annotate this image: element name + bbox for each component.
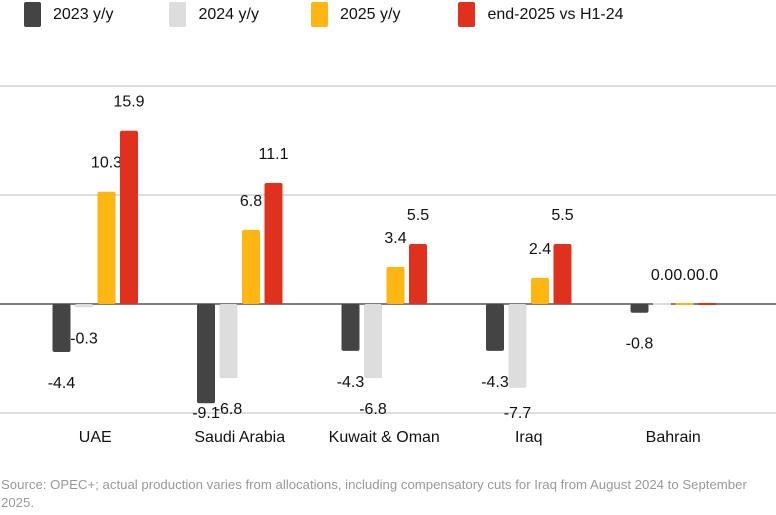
data-label: -4.3 — [481, 374, 509, 391]
bar — [364, 304, 382, 379]
legend-swatch — [24, 2, 41, 27]
legend-label: 2025 y/y — [339, 5, 401, 23]
bar — [675, 303, 694, 305]
legend-label: 2024 y/y — [198, 5, 259, 23]
legend-item: 2023 y/y — [24, 2, 145, 27]
bar — [264, 183, 283, 304]
legend-label: 2023 y/y — [53, 5, 114, 23]
bar — [120, 130, 138, 304]
data-label: 6.8 — [240, 193, 262, 210]
data-label: 2.4 — [529, 241, 551, 258]
category-label: Kuwait & Oman — [329, 429, 440, 446]
data-label: -6.8 — [359, 401, 387, 418]
bar — [409, 244, 427, 304]
source-note: Source: OPEC+; actual production varies … — [1, 477, 747, 510]
legend-label: end-2025 vs H1-24 — [487, 5, 624, 23]
legend: 2023 y/y 2024 y/y 2025 y/y end-2025 vs H1-2… — [24, 2, 648, 27]
data-label: -0.8 — [626, 336, 654, 353]
data-label: -4.4 — [48, 375, 76, 392]
bar — [531, 277, 549, 304]
data-label: 0.0 — [673, 267, 695, 284]
bar — [52, 304, 71, 352]
bar — [553, 244, 572, 304]
data-label: -6.8 — [215, 401, 243, 418]
legend-item: 2025 y/y — [310, 2, 434, 27]
data-label: 0.0 — [651, 267, 673, 284]
data-label: 0.0 — [696, 267, 718, 284]
data-label: 5.5 — [551, 207, 573, 224]
legend-swatch — [458, 2, 476, 27]
bar — [219, 304, 238, 379]
bar — [486, 304, 504, 351]
data-label: 10.3 — [91, 155, 122, 172]
data-label: 5.5 — [407, 207, 429, 224]
bar-chart: -4.4-0.310.315.9UAE-9.1-6.86.811.1Saudi … — [0, 85, 776, 446]
bar — [341, 304, 360, 351]
bar — [698, 303, 716, 305]
bar — [653, 303, 671, 305]
category-label: Iraq — [515, 429, 543, 446]
bar — [630, 304, 649, 313]
data-label: -7.7 — [504, 405, 532, 422]
data-label: -4.3 — [337, 374, 365, 391]
data-label: 11.1 — [259, 146, 289, 163]
bar — [242, 229, 260, 304]
bar — [75, 304, 93, 308]
data-label: -9.1 — [192, 405, 220, 422]
bar — [508, 304, 527, 388]
legend-swatch — [310, 2, 328, 27]
category-label: Bahrain — [646, 429, 701, 446]
category-label: Saudi Arabia — [194, 429, 285, 446]
bar — [197, 304, 215, 404]
legend-swatch — [169, 2, 187, 27]
legend-item: 2024 y/y — [169, 2, 286, 27]
data-label: -0.3 — [70, 330, 98, 347]
bar — [97, 191, 116, 304]
legend-item: end-2025 vs H1-24 — [458, 2, 624, 27]
data-label: 15.9 — [113, 94, 144, 111]
bar — [386, 266, 405, 304]
data-label: 3.4 — [384, 230, 406, 247]
category-label: UAE — [79, 429, 112, 446]
